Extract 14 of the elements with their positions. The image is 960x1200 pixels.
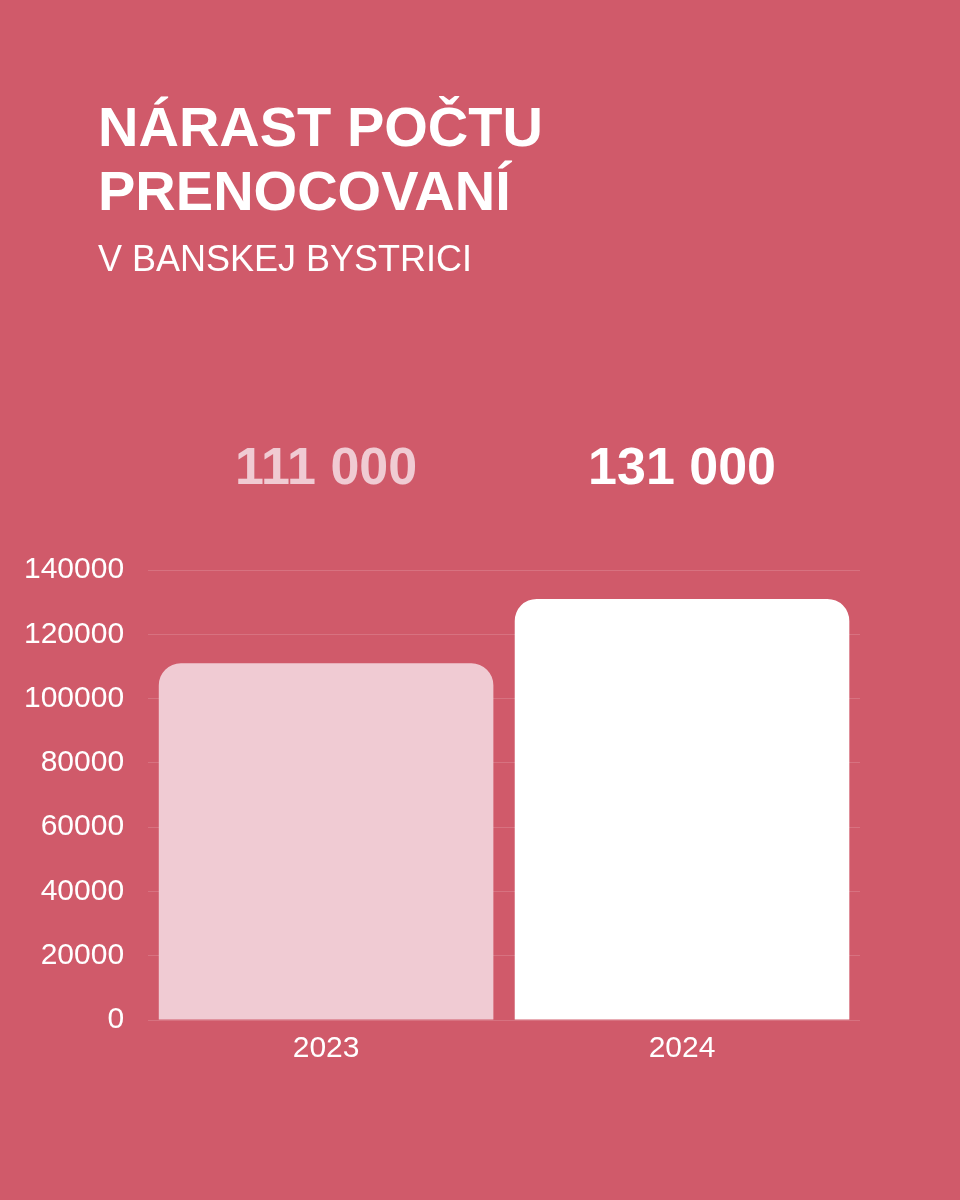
y-tick-label: 20000 <box>40 936 125 970</box>
y-tick-label: 40000 <box>40 872 125 906</box>
chart-subtitle: V BANSKEJ BYSTRICI <box>98 238 473 280</box>
x-tick-label: 2024 <box>648 1030 716 1064</box>
chart-title: NÁRAST POČTU PRENOCOVANÍ <box>98 95 544 223</box>
data-label: 111 000 <box>234 437 418 496</box>
y-tick-label: 100000 <box>24 679 125 713</box>
y-tick-label: 60000 <box>40 808 125 842</box>
y-tick-label: 140000 <box>24 551 125 585</box>
y-tick-label: 0 <box>107 1001 125 1035</box>
x-tick-label: 2023 <box>292 1030 360 1064</box>
y-tick-label: 80000 <box>40 744 125 778</box>
y-tick-label: 120000 <box>24 615 125 649</box>
data-label: 131 000 <box>588 437 777 496</box>
